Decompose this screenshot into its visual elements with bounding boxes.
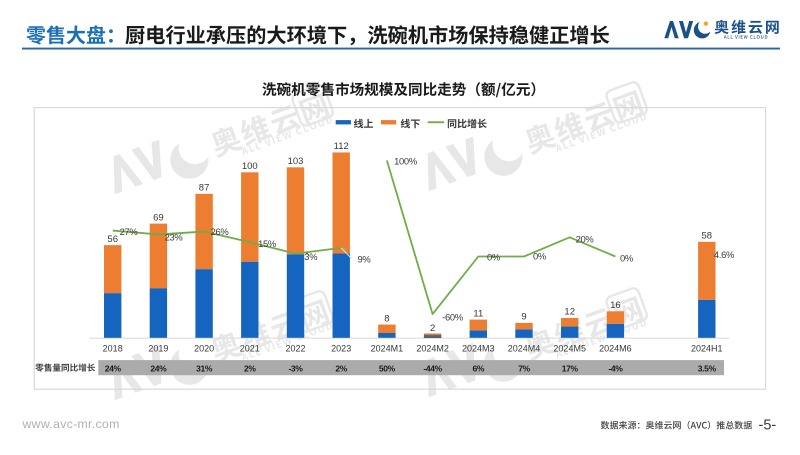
svg-text:2024M6: 2024M6 [599,344,632,354]
svg-text:15%: 15% [258,238,276,249]
svg-text:2%: 2% [335,364,347,374]
svg-text:24%: 24% [150,364,167,374]
svg-text:2024M4: 2024M4 [508,344,541,354]
svg-text:2024M5: 2024M5 [553,344,586,354]
svg-text:-4%: -4% [608,364,623,374]
svg-text:2018: 2018 [103,344,123,354]
svg-text:4.6%: 4.6% [714,249,734,260]
svg-text:2022: 2022 [285,344,305,354]
svg-text:69: 69 [153,212,164,223]
svg-text:2%: 2% [244,364,256,374]
svg-text:2023: 2023 [331,344,351,354]
svg-text:58: 58 [702,231,713,242]
svg-text:-3%: -3% [288,364,303,374]
svg-text:12: 12 [564,307,575,318]
svg-text:6%: 6% [473,364,485,374]
svg-text:2024M3: 2024M3 [462,344,495,354]
svg-text:0%: 0% [620,253,633,264]
svg-text:56: 56 [107,234,118,245]
svg-text:0%: 0% [487,251,500,262]
svg-text:112: 112 [334,141,349,152]
svg-text:20%: 20% [576,233,594,244]
svg-text:2: 2 [430,323,435,334]
svg-text:9%: 9% [358,253,371,264]
svg-text:7%: 7% [518,364,530,374]
svg-text:2024M2: 2024M2 [416,344,449,354]
svg-text:103: 103 [288,156,304,167]
svg-text:17%: 17% [562,364,579,374]
svg-text:2019: 2019 [148,344,168,354]
svg-text:2024M1: 2024M1 [371,344,404,354]
svg-text:16: 16 [610,300,621,311]
svg-text:27%: 27% [120,226,138,237]
svg-text:100: 100 [242,161,258,172]
svg-text:23%: 23% [165,231,183,242]
svg-text:100%: 100% [394,155,417,166]
svg-text:11: 11 [473,308,483,319]
svg-text:3%: 3% [304,251,317,262]
svg-text:-44%: -44% [423,364,442,374]
svg-text:26%: 26% [211,226,229,237]
svg-text:2024H1: 2024H1 [691,344,723,354]
svg-text:24%: 24% [105,364,122,374]
svg-text:-5-: -5- [759,418,777,434]
svg-text:9: 9 [521,312,526,323]
svg-text:31%: 31% [196,364,213,374]
svg-text:0%: 0% [533,251,546,262]
svg-text:2020: 2020 [194,344,214,354]
svg-text:3.5%: 3.5% [698,364,717,374]
svg-text:www.avc-mr.com: www.avc-mr.com [22,417,120,431]
svg-text:8: 8 [384,313,389,324]
svg-text:2021: 2021 [240,344,260,354]
svg-text:87: 87 [199,183,210,194]
svg-text:-60%: -60% [442,312,463,323]
svg-text:50%: 50% [379,364,396,374]
